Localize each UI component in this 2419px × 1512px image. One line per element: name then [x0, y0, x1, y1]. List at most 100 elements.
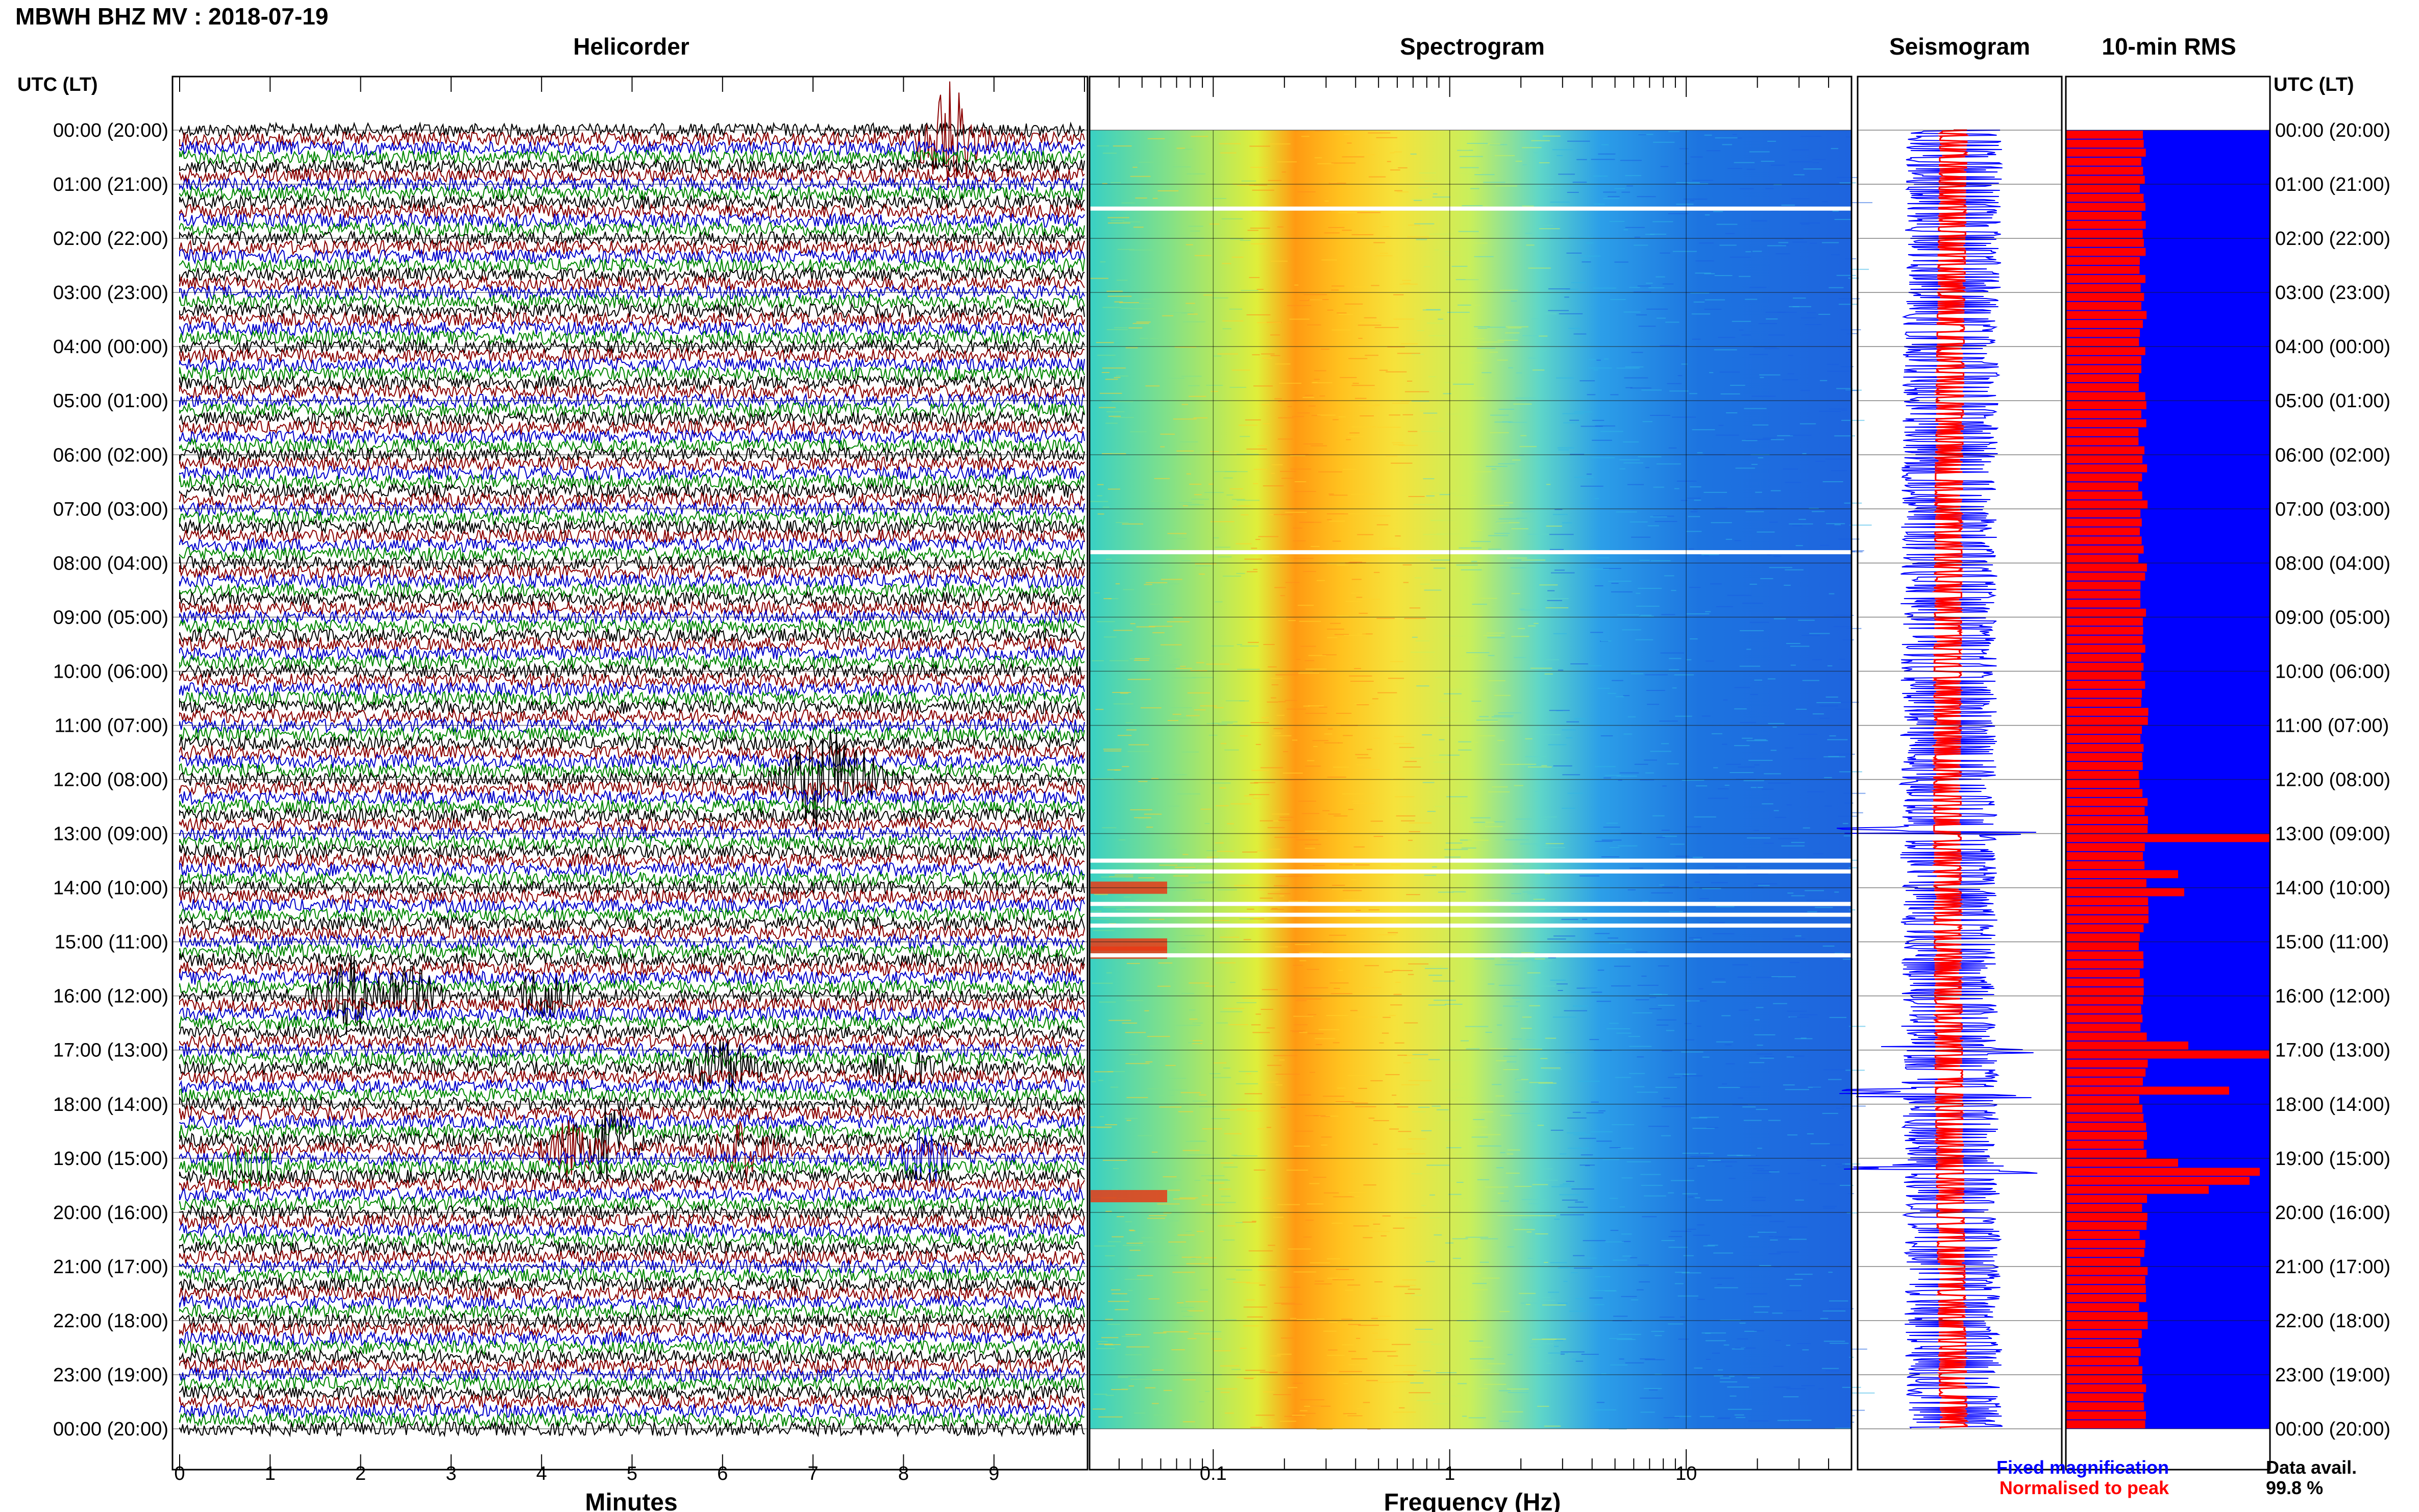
spectrogram-cell — [1812, 1179, 1817, 1181]
spectrogram-cell — [1109, 660, 1129, 661]
rms-bar — [2066, 681, 2145, 689]
spectrogram-cell — [1754, 883, 1778, 884]
time-label-right: 22:00 (18:00) — [2275, 1310, 2390, 1332]
spectrogram-cell — [1409, 607, 1421, 609]
spectrogram-cell — [1316, 1318, 1325, 1320]
spectrogram-cell — [1189, 1019, 1198, 1020]
spectrogram-cell — [1503, 502, 1513, 504]
spectrogram-cell — [1708, 1160, 1721, 1161]
spectrogram-cell — [1743, 780, 1764, 781]
spectrogram-cell — [1619, 459, 1640, 461]
rms-bar — [2066, 861, 2145, 870]
spectrogram-cell — [1683, 1255, 1694, 1256]
spectrogram-cell — [1268, 1245, 1275, 1246]
spectrogram-cell — [1092, 982, 1113, 984]
spectrogram-cell — [1722, 1083, 1727, 1085]
spectrogram-cell — [1421, 965, 1443, 967]
spectrogram-cell — [1668, 213, 1689, 214]
spectrogram-cell — [1424, 999, 1442, 1000]
spectrogram-cell — [1134, 817, 1151, 819]
helicorder-trace — [179, 970, 1084, 987]
spectrogram-cell — [1672, 251, 1697, 252]
spectrogram-cell — [1177, 1372, 1201, 1374]
spectrogram-cell — [1130, 623, 1136, 625]
spectrogram-cell — [1317, 580, 1325, 581]
spectrogram-cell — [1615, 696, 1624, 698]
spectrogram-cell — [1497, 1215, 1522, 1217]
spectrogram-cell — [1112, 1236, 1124, 1237]
minute-tick-label: 7 — [808, 1463, 819, 1484]
spectrogram-cell — [1568, 237, 1593, 238]
spectrogram-cell — [1771, 210, 1779, 211]
spectrogram-cell — [1099, 1116, 1104, 1118]
spectrogram-cell — [1785, 1089, 1809, 1090]
spectrogram-cell — [1758, 1231, 1777, 1233]
rms-bar — [2066, 148, 2146, 157]
rms-bar — [2066, 410, 2141, 418]
spectrogram-cell — [1357, 633, 1366, 635]
spectrogram-cell — [1746, 1293, 1767, 1295]
helicorder-trace — [179, 1294, 1085, 1311]
spectrogram-cell — [1701, 1332, 1726, 1334]
spectrogram-cell — [1745, 439, 1770, 440]
spectrogram-cell — [1521, 559, 1546, 561]
spectrogram-cell — [1275, 363, 1291, 365]
spectrogram-cell — [1514, 785, 1523, 786]
spectrogram-cell — [1796, 708, 1807, 710]
spectrogram-cell — [1319, 395, 1325, 396]
rms-bar — [2066, 212, 2142, 220]
spectrogram-cell — [1352, 426, 1376, 428]
spectrogram-cell — [1211, 1338, 1222, 1340]
panel-frames — [171, 76, 2271, 1471]
rms-bar — [2066, 590, 2140, 599]
spectrogram-cell — [1658, 965, 1669, 966]
spectrogram-cell — [1843, 792, 1866, 794]
spectrogram-cell — [1782, 379, 1798, 381]
spectrogram-cell — [1361, 832, 1381, 833]
spectrogram-cell — [1757, 1045, 1763, 1046]
spectrogram-cell — [1525, 738, 1533, 739]
spectrogram-cell — [1807, 1159, 1821, 1161]
spectrogram-cell — [1651, 892, 1673, 894]
spectrogram-cell — [1206, 663, 1230, 665]
spectrogram-cell — [1767, 140, 1776, 142]
spectrogram-cell — [1551, 1186, 1575, 1187]
helicorder-trace — [179, 329, 1085, 346]
spectrogram-cell — [1159, 864, 1178, 866]
spectrogram-cell — [1774, 816, 1787, 818]
spectrogram-cell — [1807, 911, 1817, 912]
spectrogram-cell — [1677, 375, 1683, 377]
spectrogram-cell — [1348, 1324, 1361, 1325]
rms-bar — [2066, 1131, 2147, 1140]
spectrogram-cell — [1671, 590, 1676, 591]
spectrogram-cell — [1467, 580, 1474, 581]
spectrogram-cell — [1102, 307, 1121, 308]
spectrogram-cell — [1693, 301, 1705, 303]
spectrogram-cell — [1375, 255, 1393, 257]
panel-frame — [171, 76, 1089, 1471]
spectrogram-cell — [1278, 401, 1297, 402]
spectrogram-cell — [1440, 717, 1451, 718]
spectrogram-cell — [1560, 1353, 1565, 1355]
spectrogram-cell — [1734, 162, 1755, 163]
time-label-right: 07:00 (03:00) — [2275, 499, 2390, 520]
spectrogram-cell — [1299, 952, 1323, 953]
spectrogram-cell — [1442, 1384, 1447, 1385]
spectrogram-cell — [1444, 856, 1461, 858]
spectrogram-cell — [1709, 922, 1725, 923]
spectrogram-cell — [1377, 427, 1401, 428]
spectrogram-cell — [1829, 287, 1844, 288]
spectrogram-cell — [1126, 963, 1140, 964]
spectrogram-cell — [1616, 367, 1640, 369]
spectrogram-cell — [1337, 564, 1349, 566]
spectrogram-cell — [1693, 509, 1698, 510]
spectrogram-cell — [1231, 1369, 1241, 1370]
spectrogram-cell — [1188, 226, 1203, 227]
spectrogram-cell — [1406, 1153, 1425, 1155]
spectrogram-cell — [1610, 847, 1620, 848]
spectrogram-cell — [1625, 1362, 1644, 1364]
spectrogram-cell — [1754, 1019, 1760, 1021]
spectrogram-cell — [1514, 1186, 1532, 1187]
spectrogram-cell — [1798, 734, 1817, 735]
spectrogram-cell — [1631, 1299, 1639, 1301]
